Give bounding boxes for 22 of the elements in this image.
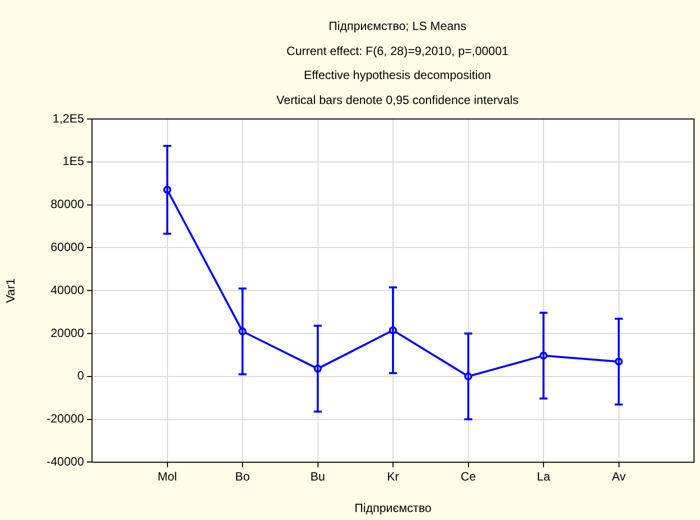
- x-tick-label: Av: [612, 470, 626, 484]
- chart-title: Підприємство; LS Means: [328, 18, 468, 35]
- y-tick-label: 1,2E5: [52, 111, 84, 126]
- y-axis-title: Var1: [4, 278, 18, 303]
- y-tick-label: 0: [77, 368, 84, 383]
- x-axis-title: Підприємство: [354, 501, 432, 516]
- x-tick-label: Bo: [235, 470, 250, 484]
- y-tick-label: 1E5: [62, 154, 84, 168]
- chart-subtitle: Current effect: F(6, 28)=9,2010, p=,00001: [286, 42, 510, 60]
- x-tick-label: Ce: [460, 470, 476, 484]
- text: Vertical bars denote 0,95 confidence intervals: [275, 92, 520, 108]
- y-tick-label: 60000: [50, 240, 84, 254]
- y-tick-label: -20000: [46, 412, 84, 426]
- x-tick-label: Kr: [387, 470, 400, 484]
- x-tick-label: Bu: [310, 470, 326, 484]
- x-tick-label: La: [536, 470, 550, 484]
- text: Effective hypothesis decomposition: [302, 67, 492, 84]
- x-tick-label: Mol: [158, 470, 177, 484]
- y-tick-label: 40000: [50, 282, 84, 297]
- y-tick-label: 80000: [50, 197, 84, 212]
- y-tick-label: -40000: [46, 454, 84, 469]
- y-tick-label: 20000: [50, 326, 84, 340]
